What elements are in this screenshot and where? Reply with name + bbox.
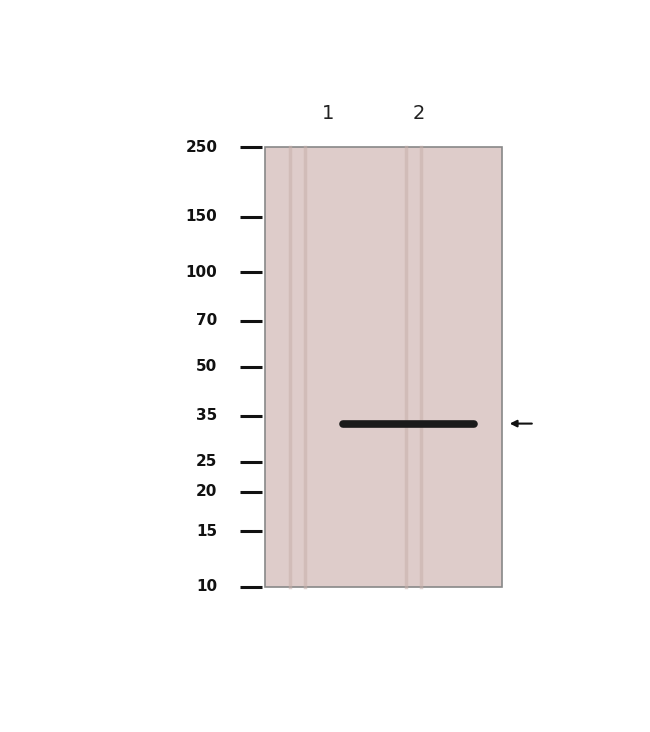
Bar	[265, 147, 502, 586]
Text: 10: 10	[196, 579, 217, 594]
Text: 1: 1	[322, 104, 334, 123]
Text: 250: 250	[185, 140, 217, 154]
Text: 2: 2	[413, 104, 425, 123]
Text: 50: 50	[196, 359, 217, 374]
Text: 100: 100	[185, 265, 217, 280]
Text: 150: 150	[185, 209, 217, 224]
Text: 70: 70	[196, 313, 217, 329]
Text: 35: 35	[196, 408, 217, 423]
Text: 15: 15	[196, 524, 217, 539]
Text: 20: 20	[196, 485, 217, 499]
Text: 25: 25	[196, 454, 217, 469]
